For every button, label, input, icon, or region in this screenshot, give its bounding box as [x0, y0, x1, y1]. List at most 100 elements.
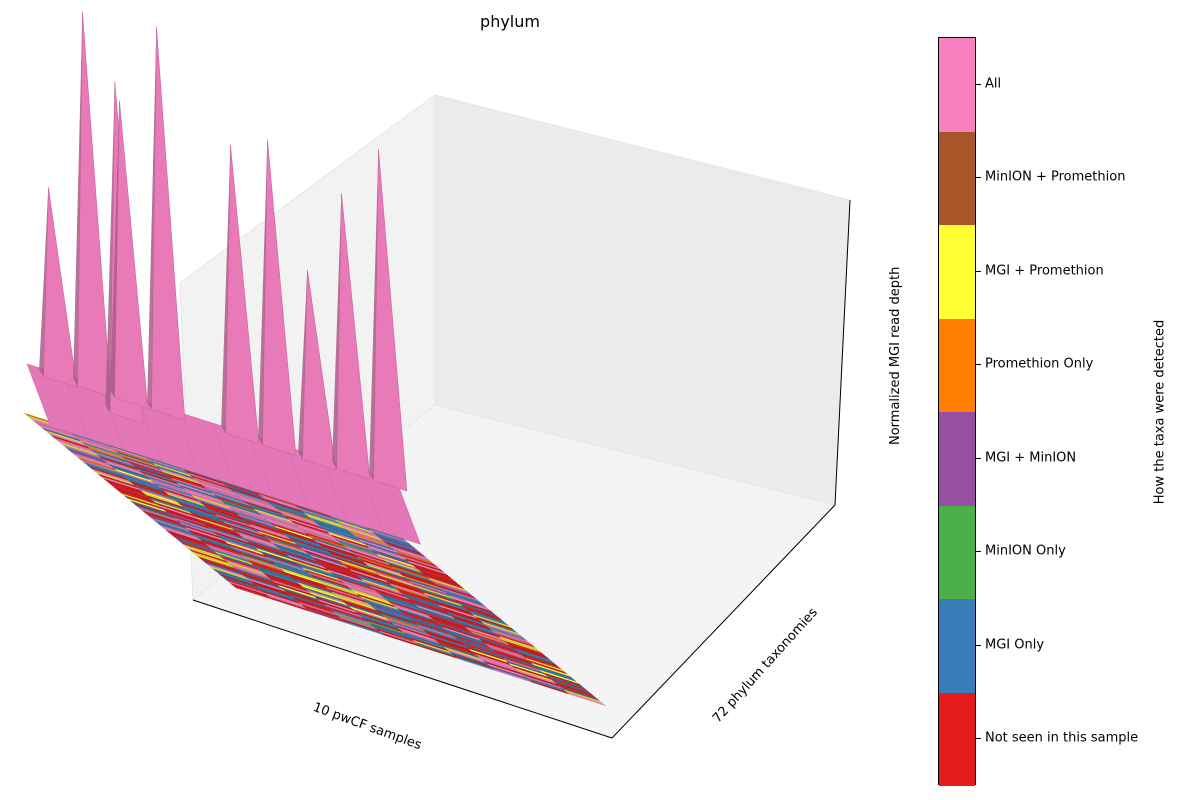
heatmap-cell [524, 657, 565, 673]
colorbar-tick-label: All [985, 76, 1002, 92]
heatmap-cell [418, 570, 459, 585]
heatmap-cell [562, 689, 604, 704]
heatmap-cell [433, 582, 474, 597]
chart-title: phylum [480, 12, 540, 31]
depth-peak [262, 139, 297, 456]
heatmap-cell [512, 647, 554, 663]
colorbar-tick [976, 551, 981, 553]
heatmap-cell [392, 548, 433, 563]
heatmap-cell [480, 621, 521, 636]
heatmap-cell [383, 540, 424, 556]
depth-peak-side [332, 193, 342, 469]
heatmap-cell [492, 630, 533, 646]
z-axis-label: Normalized MGI read depth [888, 266, 903, 445]
heatmap-cell [560, 686, 601, 702]
depth-peak-side [110, 100, 120, 398]
colorbar-segment [939, 692, 975, 786]
heatmap-cell [439, 587, 480, 602]
depth-peak [77, 11, 112, 397]
colorbar-tick-label: MinION Only [985, 543, 1066, 559]
colorbar-tick-label: MinION + Promethion [985, 169, 1126, 185]
depth-peak [336, 193, 371, 480]
depth-peak [225, 144, 260, 445]
heatmap-cell [409, 562, 451, 578]
colorbar-segment [939, 225, 975, 319]
colorbar-tick [976, 738, 981, 740]
depth-peak-side [39, 187, 49, 377]
depth-peak-side [298, 269, 308, 460]
heatmap-cell [565, 691, 607, 707]
colorbar-segment [939, 131, 975, 225]
heatmap-cell [368, 528, 409, 544]
colorbar-segment [939, 505, 975, 599]
heatmap-cell [486, 625, 527, 641]
depth-peak [373, 149, 408, 492]
depth-peak-side [147, 26, 157, 410]
heatmap-cell [507, 642, 548, 658]
heatmap-cell [456, 601, 498, 617]
heatmap-cell [542, 672, 583, 687]
heatmap-cell [501, 638, 542, 653]
colorbar-segment [939, 412, 975, 506]
heatmap-cell [406, 560, 448, 575]
colorbar-tick [976, 457, 981, 459]
heatmap-cell [530, 662, 571, 678]
heatmap-cell [504, 640, 545, 656]
colorbar-tick [976, 644, 981, 646]
heatmap-cell [548, 676, 589, 692]
heatmap-cell [380, 538, 421, 554]
heatmap-cell [527, 659, 568, 675]
heatmap-cell [521, 655, 562, 670]
heatmap-cell [436, 584, 477, 600]
depth-peak [43, 187, 78, 388]
heatmap-cell [518, 652, 560, 668]
heatmap-cell [489, 628, 530, 643]
heatmap-cell [495, 633, 536, 648]
heatmap-cell [371, 531, 412, 546]
heatmap-cell [471, 613, 512, 629]
heatmap-cell [539, 669, 580, 685]
colorbar-title: How the taxa were detected [1152, 319, 1168, 505]
colorbar-tick [976, 270, 981, 272]
colorbar-segment [939, 318, 975, 412]
colorbar-segment [939, 599, 975, 693]
colorbar-tick [976, 83, 981, 85]
heatmap-cell [395, 550, 436, 566]
heatmap-cell [398, 553, 439, 568]
colorbar-tick-label: Promethion Only [985, 356, 1094, 372]
heatmap-cell [386, 543, 427, 558]
heatmap-cell [498, 635, 539, 651]
heatmap-cell [445, 591, 486, 607]
heatmap-cell [424, 574, 465, 590]
depth-peak-side [258, 139, 268, 445]
colorbar [938, 37, 976, 786]
heatmap-cell [533, 664, 574, 680]
colorbar-segment [939, 38, 975, 132]
colorbar-tick-label: MGI + Promethion [985, 263, 1104, 279]
heatmap-cell [459, 604, 501, 619]
heatmap-cell [462, 606, 504, 622]
heatmap-cell [403, 557, 445, 573]
heatmap-cell [483, 623, 524, 639]
depth-peak-side [73, 11, 83, 386]
heatmap-cell [412, 565, 454, 580]
depth-peak [114, 100, 149, 409]
y-axis-line [611, 504, 836, 739]
colorbar-tick [976, 364, 981, 366]
heatmap-cell [477, 618, 518, 634]
heatmap-cell [515, 650, 557, 665]
heatmap-cell [474, 616, 515, 631]
depth-peak-side [369, 149, 379, 481]
colorbar-tick-label: Not seen in this sample [985, 730, 1139, 746]
heatmap-cell [465, 608, 507, 624]
depth-peak-side [105, 81, 115, 413]
heatmap-cell [557, 684, 598, 699]
heatmap-cell [551, 679, 592, 695]
colorbar-tick-label: MGI Only [985, 637, 1045, 653]
heatmap-cell [536, 667, 577, 682]
colorbar-tick-label: MGI + MinION [985, 450, 1077, 466]
heatmap-cell [377, 536, 418, 551]
colorbar-tick [976, 177, 981, 179]
heatmap-cell [421, 572, 462, 588]
